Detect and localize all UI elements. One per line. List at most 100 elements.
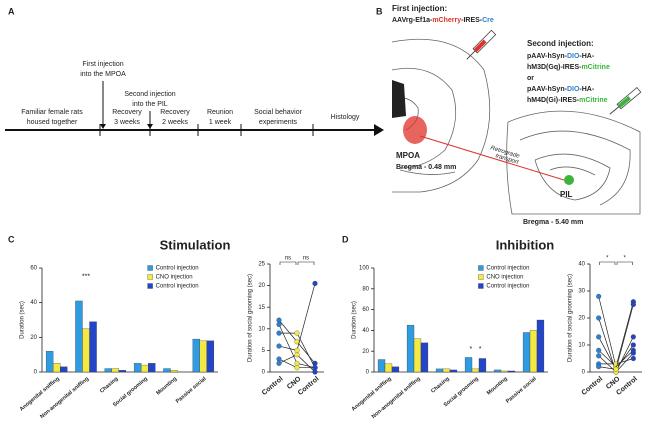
syringe-red: [466, 29, 497, 60]
y-tick-label: 60: [30, 266, 37, 272]
injection-heading: First injection:: [392, 4, 447, 13]
stage-label: 1 week: [209, 119, 232, 126]
significance-label: *: [606, 256, 609, 262]
syringe-green: [609, 86, 642, 115]
y-tick-label: 60: [362, 307, 369, 313]
stage-label: 2 weeks: [162, 119, 188, 126]
significance-label: *: [623, 256, 626, 262]
data-point: [630, 355, 636, 362]
y-tick-label: 100: [359, 266, 370, 272]
bar: [529, 330, 538, 373]
construct-line: AAVrg-Ef1a-mCherry-IRES-Cre: [392, 17, 494, 24]
chart-title: Stimulation: [160, 237, 231, 252]
significance-bracket: [616, 261, 633, 265]
data-point: [294, 365, 300, 371]
panel-label: A: [8, 6, 15, 16]
text-segment: hM4D(Gi)-IRES-: [527, 97, 580, 104]
significance-bracket: [279, 261, 297, 265]
event-label: into the MPOA: [80, 71, 126, 78]
construct-line: hM4D(Gi)-IRES-mCitrine: [527, 97, 608, 104]
stage-label: Reunion: [207, 109, 233, 116]
bar: [140, 364, 149, 373]
legend-label: Control injection: [486, 284, 529, 290]
y-tick-label: 10: [578, 343, 585, 349]
y-tick-label: 25: [258, 262, 265, 268]
stage-label: Familiar female rats: [21, 109, 83, 116]
y-axis-label: Duration of social grooming (sec): [568, 274, 574, 362]
text-segment: pAAV-hSyn-: [527, 86, 568, 93]
timeline-arrowhead: [374, 124, 384, 136]
data-point: [294, 352, 300, 358]
x-tick-label: Control: [261, 376, 285, 397]
panel-label: C: [8, 234, 15, 244]
y-tick-label: 20: [30, 335, 37, 341]
bar: [536, 319, 545, 373]
y-tick-label: 0: [366, 370, 370, 376]
x-tick-label: Control: [581, 376, 605, 397]
event-label: into the PIL: [132, 101, 168, 108]
y-tick-label: 5: [262, 348, 266, 354]
chart-title: Inhibition: [496, 237, 555, 252]
stage-label: Social behavior: [254, 109, 303, 116]
bar: [133, 363, 142, 373]
legend-label: Control injection: [156, 266, 199, 272]
y-tick-label: 0: [582, 370, 586, 376]
bar: [507, 370, 516, 373]
data-point: [294, 330, 300, 336]
text-segment: -HA-: [579, 53, 594, 60]
bar: [391, 366, 400, 373]
y-tick-label: 40: [578, 262, 585, 268]
y-tick-label: 15: [258, 305, 265, 311]
data-point: [276, 321, 282, 328]
bar: [522, 332, 531, 373]
bar: [148, 363, 156, 373]
event-arrowhead: [147, 124, 153, 129]
region-label: PIL: [560, 190, 573, 199]
bar: [413, 338, 422, 373]
panel-label: B: [376, 6, 383, 16]
data-point: [596, 293, 602, 299]
stage-label: experiments: [259, 119, 298, 126]
legend-swatch: [147, 265, 153, 271]
x-tick-label: Non-anogenital sniffing: [371, 376, 422, 420]
legend-label: CNO injection: [156, 275, 193, 281]
y-axis-label: Duration (sec): [352, 301, 358, 339]
y-tick-label: 40: [362, 328, 369, 334]
text-segment: pAAV-hSyn-: [527, 53, 568, 60]
data-point: [613, 366, 619, 372]
data-point: [630, 350, 636, 356]
significance-label: *: [479, 346, 482, 353]
data-point: [596, 353, 602, 359]
significance-label: ***: [82, 274, 90, 281]
bar: [118, 370, 127, 373]
significance-bracket: [297, 261, 315, 265]
stage-label: Recovery: [160, 109, 190, 116]
bar: [442, 368, 451, 373]
data-point: [312, 280, 318, 286]
data-point: [596, 334, 602, 340]
data-point: [596, 364, 602, 370]
x-tick-label: Mounting: [486, 376, 509, 397]
legend-swatch: [478, 274, 484, 280]
data-point: [312, 365, 318, 371]
legend-label: Control injection: [486, 266, 529, 272]
bar: [493, 369, 502, 373]
bar: [111, 368, 120, 373]
y-tick-label: 20: [362, 349, 369, 355]
brain-section-posterior: [506, 110, 641, 215]
event-label: First injection: [82, 61, 123, 68]
data-point: [276, 356, 282, 362]
injection-site-pil: [564, 175, 574, 185]
text-segment: AAVrg-Ef1a-: [392, 17, 433, 24]
bar: [192, 338, 200, 373]
bar: [52, 363, 61, 373]
data-point: [596, 315, 602, 321]
text-segment: mCitrine: [579, 97, 608, 104]
stage-label: Recovery: [112, 109, 142, 116]
data-point: [276, 330, 282, 336]
x-tick-label: Passive social: [175, 376, 208, 405]
significance-label: ns: [285, 256, 291, 262]
legend-label: CNO injection: [486, 275, 523, 281]
y-tick-label: 40: [30, 300, 37, 306]
